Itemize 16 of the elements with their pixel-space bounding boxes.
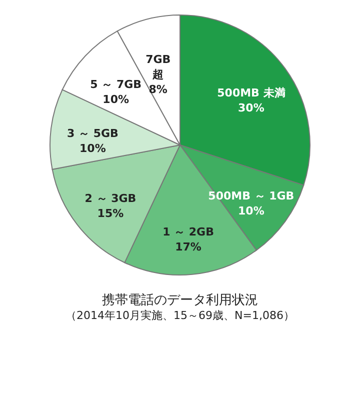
data-label: 17% [175, 240, 202, 254]
text: 携帯電話のデータ利用状況 [102, 293, 258, 308]
slice-label: 1 ～ 2GB [162, 226, 214, 239]
data-label: 10% [102, 92, 130, 106]
data-label: 15% [97, 206, 124, 220]
slice-label: 3 ～ 5GB [67, 126, 118, 140]
text: （2014年10月実施、15～69歳、N=1,086） [66, 309, 294, 322]
slice-label: 5 ～ 7GB [90, 78, 142, 91]
data-label: 8% [148, 82, 168, 96]
data-label: 30% [238, 101, 264, 114]
slice-label: 500MB ～ 1GB [208, 190, 294, 203]
slice-label: 7GB 超 [146, 52, 171, 81]
data-label: 10% [238, 204, 264, 218]
slice-label: 2 ～ 3GB [84, 192, 136, 205]
slice-label: 500MB 未満 [217, 86, 286, 100]
data-label: 10% [80, 142, 106, 155]
